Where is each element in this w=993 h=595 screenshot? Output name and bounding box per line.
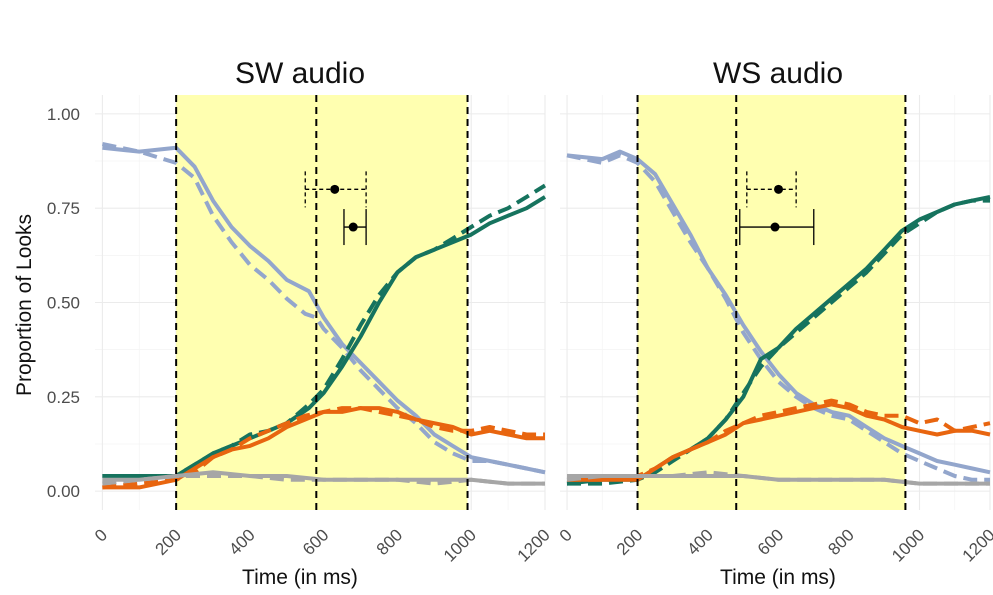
y-tick-label: 1.00	[47, 105, 80, 124]
series-line-gray-dashed	[566, 470, 990, 486]
x-axis-title: Time (in ms)	[720, 566, 836, 589]
x-tick-label: 0	[556, 525, 576, 545]
error-bar-point	[348, 222, 358, 232]
series-line-blue-solid	[566, 149, 991, 475]
error-bar-point	[774, 184, 784, 194]
error-bar-point	[330, 184, 340, 194]
panel-sw-audio: SW audio 0.00 0.25 0.50 0.75 1.00 0 200 400 600 80…	[47, 57, 554, 589]
x-tick-label: 400	[225, 525, 258, 558]
series-line-orange-dashed	[102, 406, 545, 490]
y-axis-title: Proportion of Looks	[13, 214, 36, 396]
x-tick-label: 200	[151, 525, 184, 558]
x-tick-label: 800	[373, 525, 406, 558]
y-tick-label: 0.75	[47, 199, 80, 218]
y-tick-label: 0.00	[47, 482, 80, 501]
x-tick-label: 1000	[440, 525, 480, 565]
x-tick-label: 200	[613, 525, 646, 558]
y-tick-label: 0.25	[47, 388, 80, 407]
panel-ws-audio: WS audio 0 200 400 600 800 1000 1200 Time (in ms…	[556, 57, 993, 589]
x-axis-title: Time (in ms)	[242, 566, 358, 589]
series-line-green-dashed	[567, 198, 990, 486]
x-tick-label: 1200	[959, 525, 993, 565]
x-tick-label: 1200	[514, 525, 554, 565]
y-tick-label: 0.50	[47, 294, 80, 313]
series-line-blue-dashed	[566, 153, 990, 482]
series-line-gray-dashed	[102, 474, 545, 486]
error-bar-point	[770, 222, 780, 232]
series-line-blue-dashed	[101, 142, 546, 475]
panel-title: SW audio	[235, 57, 365, 90]
series-line-blue-solid	[102, 145, 546, 475]
x-tick-label: 600	[299, 525, 332, 558]
panel-title: WS audio	[713, 57, 843, 90]
analysis-window-highlight	[637, 95, 906, 510]
x-tick-label: 1000	[888, 525, 928, 565]
series-line-orange-dashed	[567, 398, 991, 482]
x-tick-label: 0	[91, 525, 111, 545]
x-tick-label: 400	[683, 525, 716, 558]
series-line-orange-solid	[567, 402, 991, 482]
series-line-green-dashed	[102, 183, 547, 478]
analysis-window-highlight	[176, 95, 468, 510]
x-tick-label: 800	[824, 525, 857, 558]
x-tick-label: 600	[754, 525, 787, 558]
